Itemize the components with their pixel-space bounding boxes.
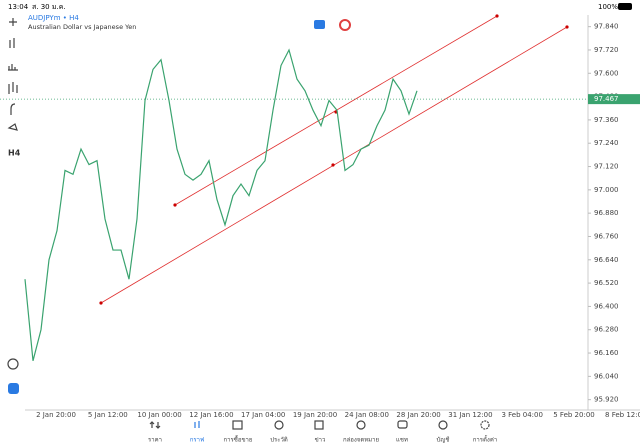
x-tick-label: 3 Feb 04:00 — [501, 411, 542, 419]
y-tick-label: 97.240 — [594, 139, 619, 147]
nav-label[interactable]: ข่าว — [315, 437, 326, 444]
nav-icon[interactable] — [356, 420, 366, 430]
nav-label[interactable]: บัญชี — [437, 436, 450, 444]
x-tick-label: 28 Jan 20:00 — [396, 411, 440, 419]
y-tick-label: 96.880 — [594, 209, 619, 217]
x-tick-label: 8 Feb 12:00 — [605, 411, 640, 419]
y-tick-label: 96.760 — [594, 232, 619, 240]
nav-label[interactable]: การซื้อขาย — [224, 434, 253, 444]
trend-anchor[interactable] — [99, 301, 103, 305]
nav-label[interactable]: การตั้งค่า — [473, 434, 497, 444]
nav-icon[interactable] — [480, 420, 490, 430]
y-tick-label: 96.400 — [594, 302, 619, 310]
y-tick-label: 96.160 — [594, 349, 619, 357]
y-tick-label: 96.640 — [594, 256, 619, 264]
y-tick-label: 97.360 — [594, 116, 619, 124]
y-tick-label: 97.600 — [594, 69, 619, 77]
symbol-description: Australian Dollar vs Japanese Yen — [28, 23, 136, 31]
crosshair-tool[interactable] — [9, 18, 17, 26]
current-price-box — [588, 94, 640, 105]
y-tick-label: 95.920 — [594, 396, 619, 404]
chart-type-tool[interactable] — [9, 38, 15, 48]
nav-icon[interactable] — [149, 421, 161, 429]
status-battery: 100% — [598, 3, 618, 11]
x-tick-label: 17 Jan 04:00 — [241, 411, 285, 419]
objects-tool[interactable] — [8, 82, 18, 94]
x-tick-label: 31 Jan 12:00 — [448, 411, 492, 419]
x-tick-label: 10 Jan 00:00 — [137, 411, 181, 419]
battery-icon — [618, 3, 632, 10]
y-tick-label: 97.720 — [594, 46, 619, 54]
indicator-button[interactable] — [339, 19, 351, 31]
x-tick-label: 5 Feb 20:00 — [553, 411, 594, 419]
nav-label[interactable]: ราคา — [148, 437, 162, 444]
trend-anchor[interactable] — [331, 163, 335, 167]
x-tick-label: 24 Jan 08:00 — [345, 411, 389, 419]
nav-label[interactable]: กราฟ — [190, 437, 204, 444]
nav-label[interactable]: ประวัติ — [270, 437, 288, 444]
nav-icon[interactable] — [397, 420, 408, 429]
nav-label[interactable]: แชท — [396, 437, 408, 444]
timeframe-button[interactable]: H4 — [8, 149, 21, 158]
x-tick-label: 2 Jan 20:00 — [36, 411, 76, 419]
x-tick-label: 5 Jan 12:00 — [88, 411, 128, 419]
x-tick-label: 12 Jan 16:00 — [189, 411, 233, 419]
analytics-tool[interactable] — [7, 358, 19, 370]
y-tick-label: 97.840 — [594, 23, 619, 31]
status-time: 13:04 — [8, 3, 29, 11]
current-price-label: 97.467 — [594, 95, 619, 103]
app-icon[interactable] — [8, 383, 19, 394]
nav-icon[interactable] — [232, 420, 243, 430]
x-tick-label: 19 Jan 20:00 — [293, 411, 337, 419]
nav-icon[interactable] — [274, 420, 284, 430]
symbol-name: AUDJPYm • H4 — [28, 14, 79, 22]
shapes-tool[interactable] — [7, 123, 18, 131]
y-tick-label: 96.040 — [594, 372, 619, 380]
nav-icons — [149, 420, 490, 430]
left-toolbar — [7, 18, 19, 370]
nav-icon[interactable] — [194, 421, 200, 428]
trend-anchor[interactable] — [173, 203, 177, 207]
indicator-tool[interactable] — [8, 64, 18, 71]
y-tick-label: 97.120 — [594, 163, 619, 171]
y-tick-label: 96.280 — [594, 326, 619, 334]
price-line — [24, 48, 418, 361]
function-tool[interactable] — [10, 103, 16, 115]
y-tick-label: 96.520 — [594, 279, 619, 287]
nav-icon[interactable] — [438, 420, 448, 430]
nav-icon[interactable] — [314, 420, 324, 430]
trend-anchor[interactable] — [565, 25, 569, 29]
status-date: ส. 30 ม.ค. — [32, 3, 66, 11]
y-tick-label: 97.000 — [594, 186, 619, 194]
one-click-button[interactable] — [314, 20, 325, 29]
trend-lines[interactable] — [99, 14, 569, 305]
trend-anchor[interactable] — [495, 14, 499, 18]
nav-label[interactable]: กล่องจดหมาย — [343, 437, 379, 444]
